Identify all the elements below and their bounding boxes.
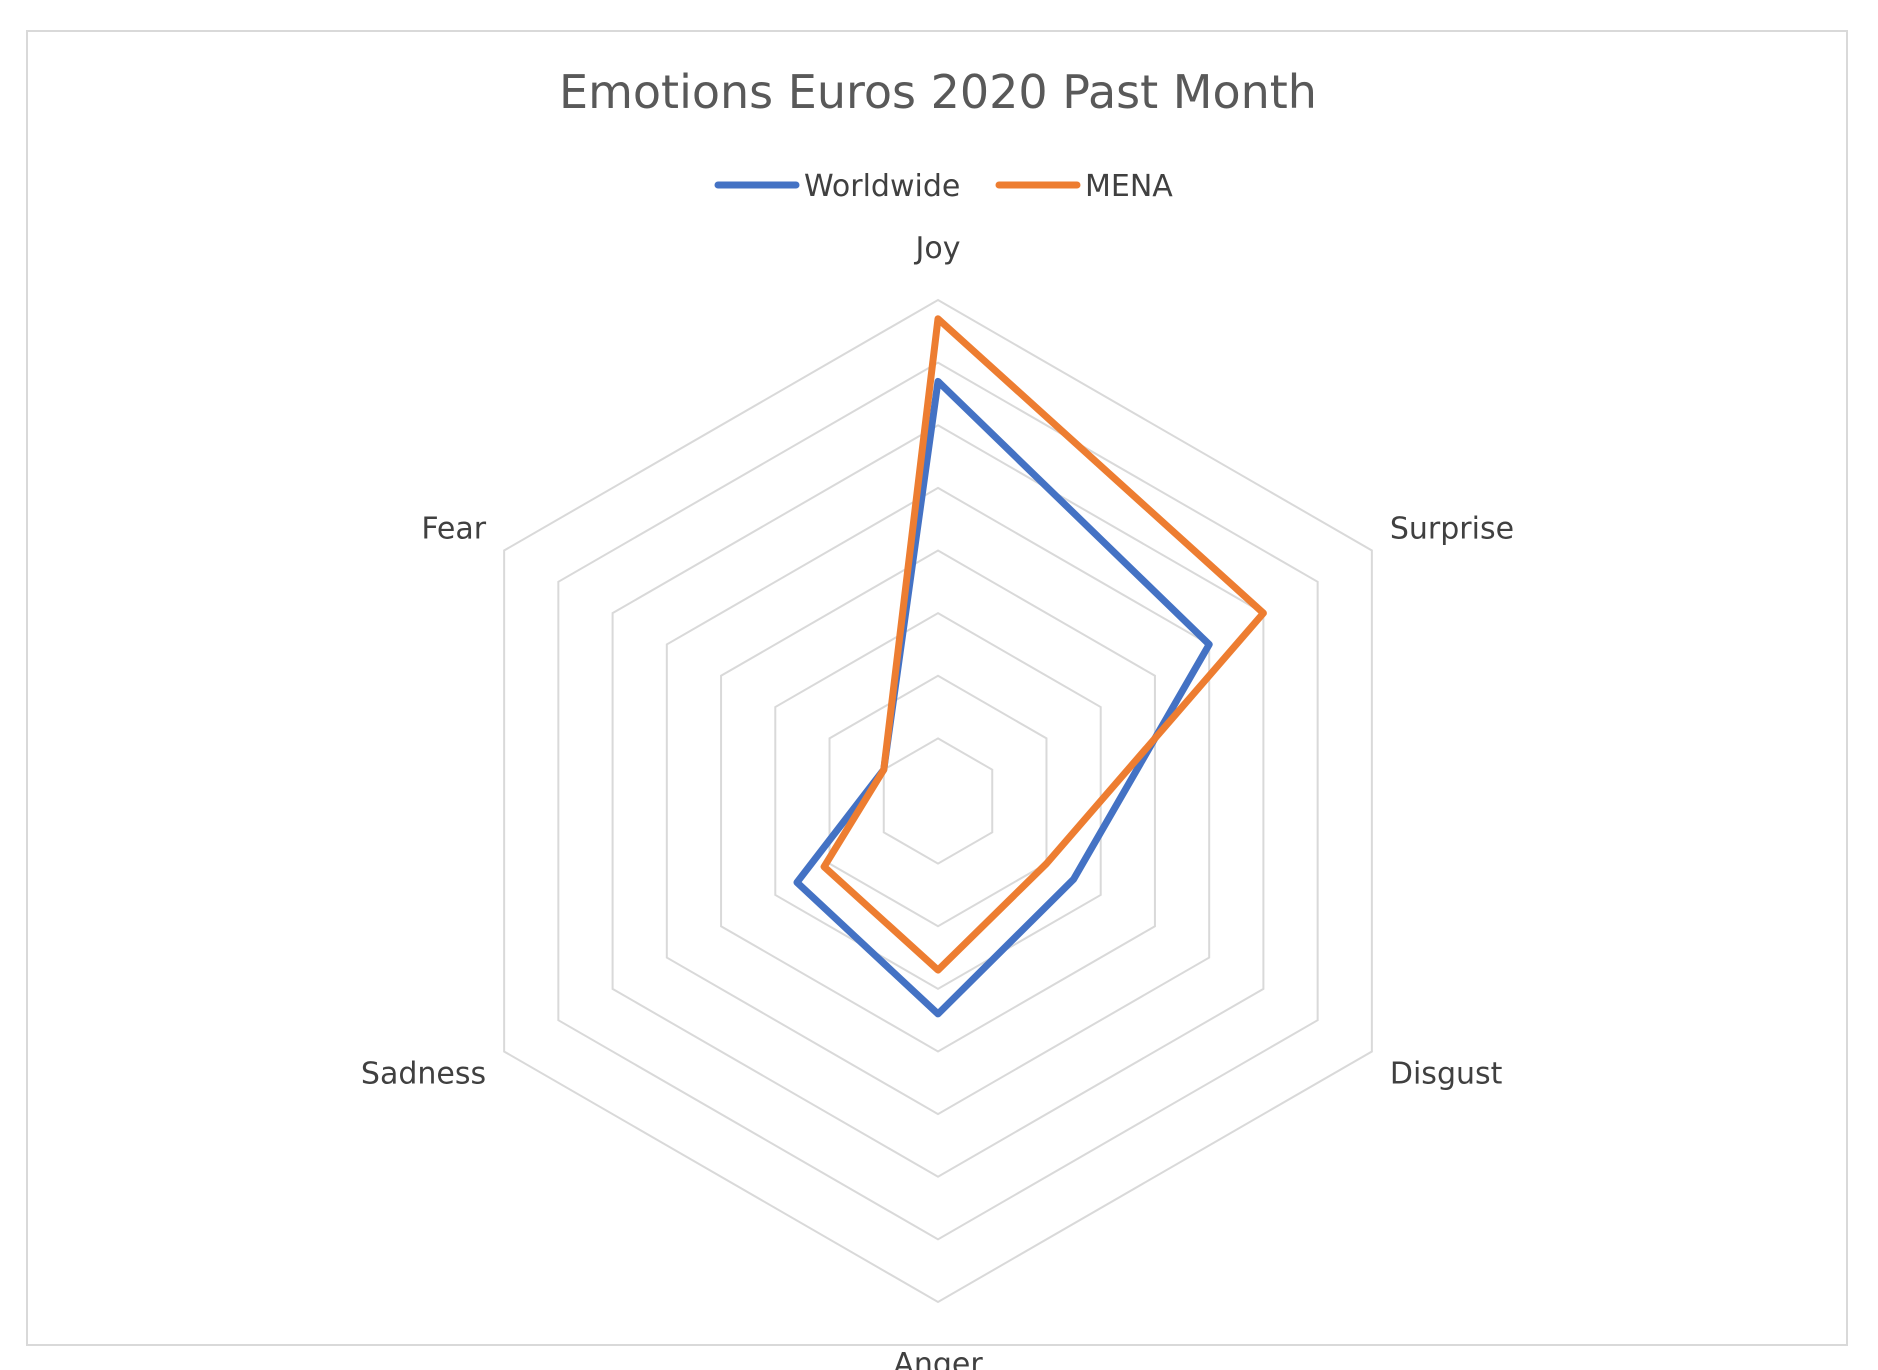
axis-label-surprise: Surprise [1390,512,1514,547]
legend-label-worldwide: Worldwide [804,169,960,204]
grid-ring [665,486,1211,1116]
grid-ring [611,424,1265,1178]
grid-ring [557,361,1319,1241]
legend: Worldwide MENA [714,169,1173,204]
grid-ring [828,674,1048,928]
grid-ring [774,611,1102,991]
legend-label-mena: MENA [1085,169,1173,204]
axis-labels: Joy Surprise Disgust Anger Sadness Fear [361,231,1514,1370]
radar-grid [503,298,1373,1304]
axis-label-anger: Anger [893,1347,983,1370]
axis-label-sadness: Sadness [361,1057,486,1092]
grid-ring [503,298,1373,1304]
series-line-mena [820,315,1267,974]
grid-ring [882,737,994,865]
chart-title: Emotions Euros 2020 Past Month [559,65,1317,119]
radar-series [793,315,1267,1018]
axis-label-disgust: Disgust [1390,1057,1503,1092]
grid-ring [720,549,1156,1053]
axis-label-fear: Fear [421,512,486,547]
axis-label-joy: Joy [914,231,961,266]
series-line-worldwide [793,377,1213,1018]
chart-frame [26,30,1848,1346]
